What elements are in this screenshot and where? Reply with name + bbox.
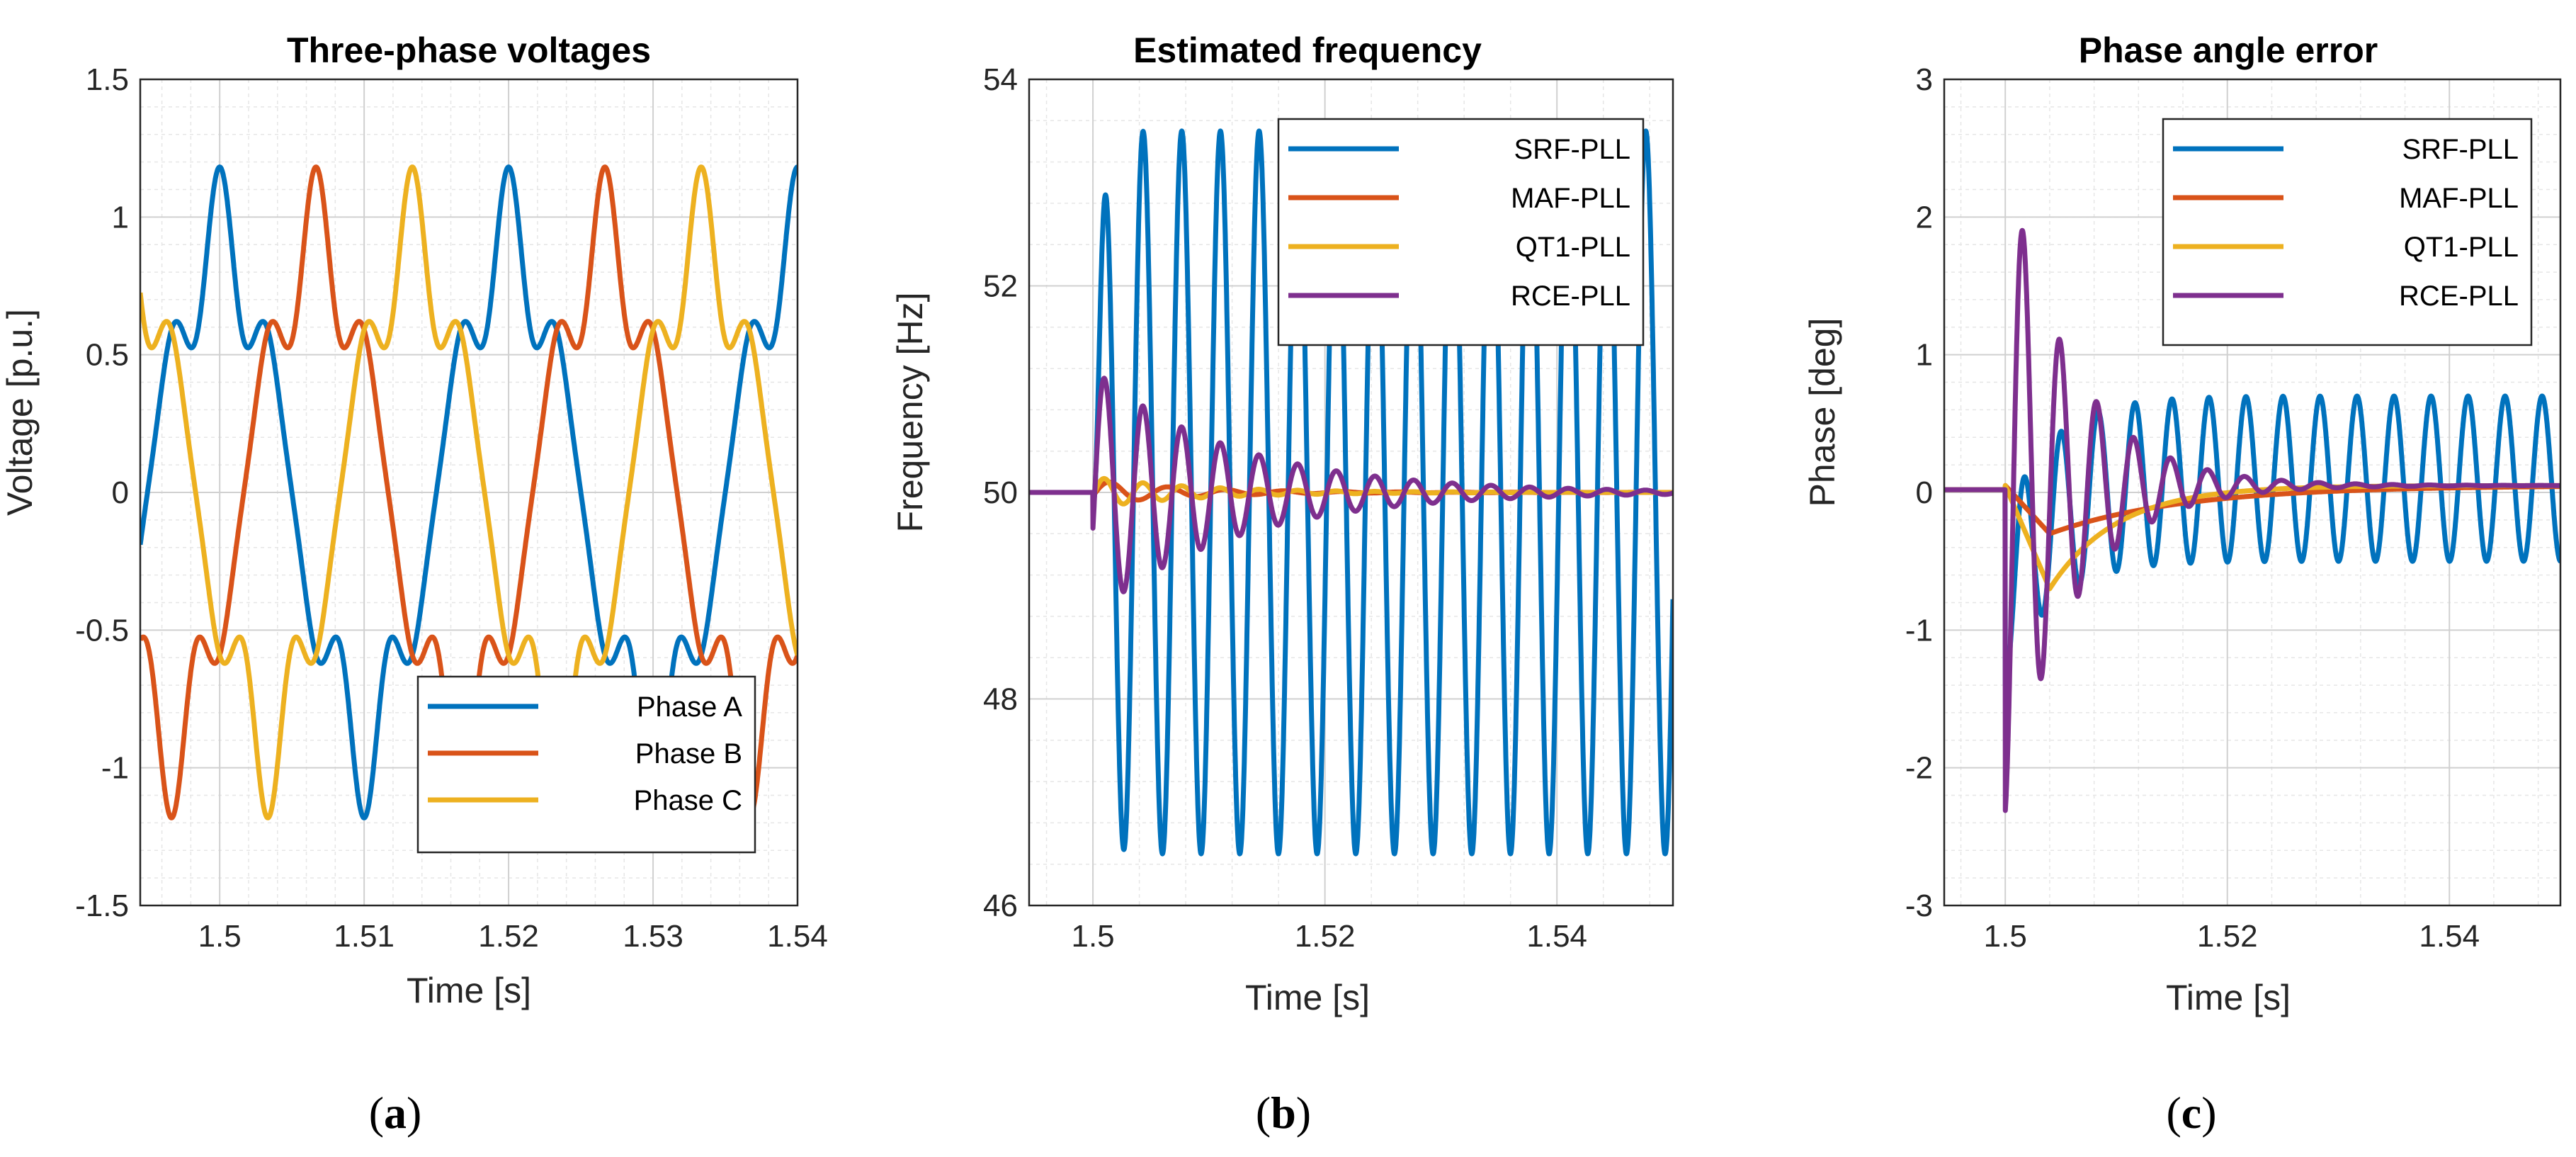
panel-b-legend: SRF-PLL MAF-PLL QT1-PLL RCE-PLL	[1277, 118, 1645, 346]
panel-a: Three-phase voltages Voltage [p.u.] Time…	[0, 30, 828, 1138]
x-tick-label: 1.5	[198, 919, 242, 954]
legend-entry: Phase A	[637, 692, 742, 723]
x-tick-label: 1.52	[478, 919, 539, 954]
panel-b: Estimated frequency Frequency [Hz] Time …	[890, 30, 1674, 1138]
panel-a-ylabel: Voltage [p.u.]	[0, 309, 40, 516]
y-tick-label: -0.5	[75, 613, 129, 648]
x-tick-label: 1.52	[2197, 919, 2258, 954]
panel-c-ylabel: Phase [deg]	[1803, 318, 1842, 507]
legend-entry: RCE-PLL	[2399, 281, 2519, 312]
x-tick-label: 1.54	[767, 919, 828, 954]
y-tick-label: -3	[1905, 888, 1933, 923]
y-tick-label: -1.5	[75, 888, 129, 923]
y-tick-label: 52	[983, 269, 1018, 304]
y-tick-label: 2	[1916, 200, 1933, 235]
legend-box	[1277, 118, 1645, 346]
panel-a-caption: (a)	[369, 1088, 422, 1138]
legend-entry: QT1-PLL	[2404, 232, 2519, 263]
panel-c: Phase angle error Phase [deg] Time [s] (…	[1803, 30, 2562, 1138]
panel-c-series	[1944, 227, 2560, 813]
panel-c-axes-box	[1943, 78, 2562, 907]
legend-entry: RCE-PLL	[1511, 281, 1630, 312]
panel-a-xlabel: Time [s]	[407, 971, 531, 1010]
x-tick-label: 1.52	[1295, 919, 1356, 954]
panel-b-caption: (b)	[1256, 1088, 1311, 1138]
y-tick-label: -1	[1905, 613, 1933, 648]
panel-a-title: Three-phase voltages	[287, 30, 651, 70]
y-tick-label: 48	[983, 682, 1018, 717]
panel-c-legend: SRF-PLL MAF-PLL QT1-PLL RCE-PLL	[2162, 118, 2533, 346]
y-tick-label: 50	[983, 475, 1018, 510]
y-tick-label: 0	[1916, 475, 1933, 510]
series-line-phase-c	[140, 164, 798, 820]
x-tick-label: 1.53	[623, 919, 683, 954]
series-line-qt1-pll	[1029, 475, 1673, 507]
legend-entry: SRF-PLL	[2402, 134, 2519, 165]
panel-c-title: Phase angle error	[2079, 30, 2378, 70]
series-line-rce-pll	[1944, 227, 2560, 813]
panel-a-legend: Phase A Phase B Phase C	[416, 675, 756, 854]
series-line-phase-a	[140, 164, 798, 820]
y-tick-label: 0	[112, 475, 129, 510]
series-line-rce-pll	[1029, 376, 1673, 594]
panel-b-ylabel: Frequency [Hz]	[890, 292, 930, 532]
y-tick-label: 54	[983, 62, 1018, 97]
x-tick-label: 1.5	[1984, 919, 2027, 954]
legend-entry: QT1-PLL	[1516, 232, 1630, 263]
y-tick-label: -1	[101, 751, 129, 786]
y-tick-label: 46	[983, 888, 1018, 923]
panel-b-title: Estimated frequency	[1133, 30, 1482, 70]
panel-c-xlabel: Time [s]	[2166, 978, 2291, 1017]
x-tick-label: 1.54	[1526, 919, 1587, 954]
legend-entry: Phase B	[635, 738, 742, 769]
y-tick-label: 3	[1916, 62, 1933, 97]
x-tick-label: 1.54	[2419, 919, 2480, 954]
x-tick-label: 1.5	[1071, 919, 1114, 954]
y-tick-label: 0.5	[86, 338, 129, 373]
panel-c-caption: (c)	[2166, 1088, 2216, 1138]
y-tick-label: 1	[112, 200, 129, 235]
x-tick-label: 1.51	[334, 919, 395, 954]
y-tick-label: 1	[1916, 338, 1933, 373]
legend-box	[2162, 118, 2533, 346]
legend-entry: MAF-PLL	[2399, 183, 2519, 214]
legend-entry: MAF-PLL	[1511, 183, 1630, 214]
panel-b-axes-box	[1028, 78, 1674, 907]
y-tick-label: -2	[1905, 751, 1933, 786]
y-tick-label: 1.5	[86, 62, 129, 97]
panel-a-axes-box	[139, 78, 799, 907]
legend-entry: SRF-PLL	[1514, 134, 1631, 165]
legend-entry: Phase C	[634, 785, 742, 816]
panel-b-xlabel: Time [s]	[1245, 978, 1370, 1017]
